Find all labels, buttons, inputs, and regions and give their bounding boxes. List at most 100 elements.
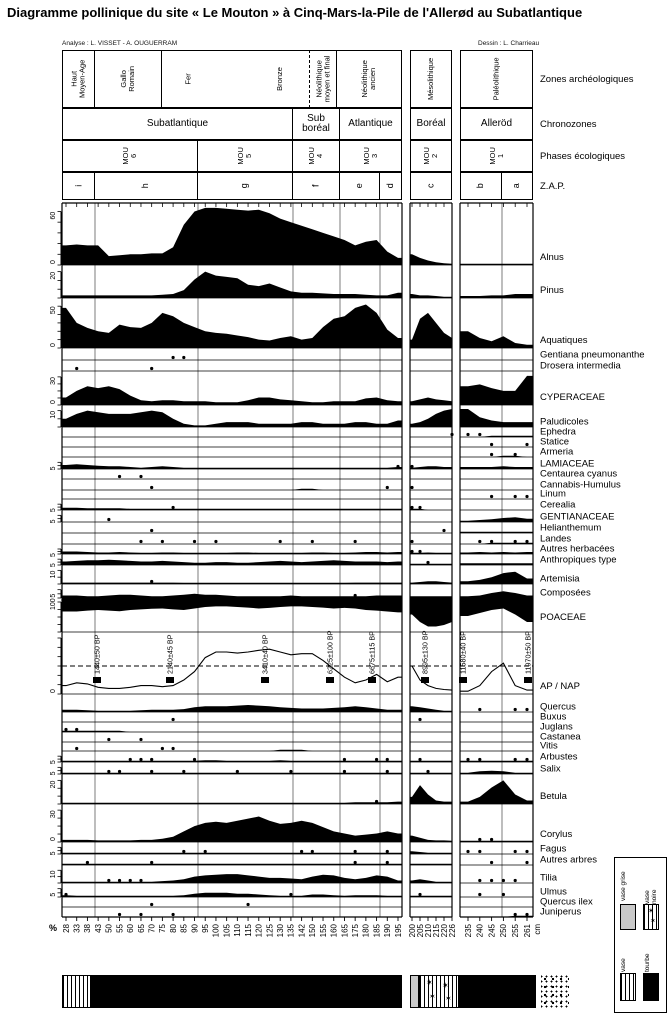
taxon-cerealia-scale-label: 5 (50, 508, 57, 512)
taxon-gentiana-pneumonanthe-label: Gentiana pneumonanthe (540, 350, 645, 361)
depth-label: 33 (73, 923, 82, 932)
taxon-helianthemum-silhouette (460, 531, 533, 533)
taxon-buxus-label: Buxus (540, 712, 567, 723)
taxon-compos-es-presence-dot (353, 593, 357, 598)
taxon-pinus-silhouette (62, 271, 402, 298)
taxon-armeria-silhouette (460, 455, 533, 457)
taxon-fagus-scale-label: 5 (50, 851, 57, 855)
depth-label: 120 (255, 923, 264, 937)
taxon-betula-scale-label: 20 (50, 780, 57, 788)
taxon-cannabis-humulus-silhouette (62, 488, 402, 490)
depth-label: 261 (523, 923, 532, 937)
legend-label-vase: vase (620, 958, 627, 972)
depth-label: 190 (383, 923, 392, 937)
header-cell-bor-al: Boréal (410, 108, 452, 140)
date-marker (368, 677, 376, 683)
taxon-autres-arbres-silhouette (62, 863, 402, 865)
taxon-ap-nap-curve (460, 662, 533, 692)
taxon-quercus-silhouette (62, 705, 402, 712)
zero-label: 0 (50, 260, 57, 264)
taxon-quercus-presence-dot (513, 707, 517, 712)
zero-label: 0 (50, 343, 57, 347)
taxon-salix-presence-dot (182, 769, 186, 774)
taxon-compos-es-silhouette (410, 596, 452, 598)
legend-swatch-black (643, 973, 659, 1001)
depth-label: 110 (233, 923, 242, 936)
taxon-fagus-presence-dot (525, 849, 529, 854)
taxon-fagus-presence-dot (466, 849, 470, 854)
taxon-lamiaceae-presence-dot (410, 464, 414, 469)
taxon-fagus-presence-dot (203, 849, 207, 854)
percent-axis-label: % (49, 923, 57, 933)
depth-label: 180 (362, 923, 371, 937)
taxon-linum-label: Linum (540, 489, 566, 500)
taxon-vitis-presence-dot (160, 746, 164, 751)
taxon-cerealia-silhouette (410, 508, 452, 510)
taxon-centaurea-cyanus-presence-dot (139, 474, 143, 479)
taxon-salix-presence-dot (426, 769, 430, 774)
taxon-tilia-presence-dot (139, 878, 143, 883)
taxon-landes-presence-dot (353, 539, 357, 544)
taxon-anthropiques-type-label: Anthropiques type (540, 555, 617, 566)
taxon-corylus-silhouette (62, 816, 402, 842)
taxon-ulmus-label: Ulmus (540, 887, 567, 898)
taxon-quercus-label: Quercus (540, 702, 576, 713)
taxon-salix-label: Salix (540, 764, 561, 775)
zero-label: 0 (50, 689, 57, 693)
taxon-tilia-presence-dot (107, 878, 111, 883)
taxon-statice-label: Statice (540, 437, 569, 448)
taxon-landes-presence-dot (310, 539, 314, 544)
depth-label: 160 (330, 923, 339, 937)
taxon-artemisia-label: Artemisia (540, 574, 580, 585)
header-cell-pal-olithique: Paléolithique (460, 50, 533, 108)
taxon-fagus-silhouette (62, 852, 402, 854)
taxon-ulmus-presence-dot (501, 892, 505, 897)
vase-noire-symbol: ✶ (442, 981, 449, 990)
taxon-fagus-label: Fagus (540, 844, 567, 855)
taxon-corylus-silhouette (410, 835, 452, 842)
header-cell-label: Atlantique (348, 118, 393, 129)
taxon-juglans-label: Juglans (540, 722, 573, 733)
depth-label: 95 (201, 923, 210, 932)
taxon-fagus-presence-dot (513, 849, 517, 854)
taxon-arbustes-presence-dot (478, 757, 482, 762)
taxon-autres-arbres-presence-dot (525, 860, 529, 865)
taxon-arbustes-presence-dot (150, 757, 154, 762)
depth-label: 135 (287, 923, 296, 937)
taxon-landes-presence-dot (478, 539, 482, 544)
depth-label: 75 (158, 923, 167, 932)
taxon-centaurea-cyanus-label: Centaurea cyanus (540, 469, 617, 480)
taxon-pinus-scale-label: 20 (50, 272, 57, 280)
taxon-fagus-presence-dot (478, 849, 482, 854)
taxon-salix-presence-dot (289, 769, 293, 774)
taxon-landes-presence-dot (525, 539, 529, 544)
taxon-statice-presence-dot (525, 442, 529, 447)
taxon-artemisia-presence-dot (150, 579, 154, 584)
header-cell-label: Boréal (416, 118, 446, 129)
taxon-juniperus-presence-dot (513, 912, 517, 917)
taxon-paludicoles-silhouette (460, 409, 533, 427)
taxon-helianthemum-presence-dot (150, 528, 154, 533)
taxon-quercus-silhouette (410, 706, 452, 712)
taxon-arbustes-presence-dot (418, 757, 422, 762)
taxon-poaceae-scale-label: 100 (50, 598, 57, 610)
taxon-vitis-presence-dot (171, 746, 175, 751)
taxon-lamiaceae-scale-label: 5 (50, 466, 57, 470)
taxon-anthropiques-type-scale-label: 5 (50, 563, 57, 567)
depth-label: 85 (180, 923, 189, 932)
depth-label: 60 (126, 923, 135, 932)
legend-swatch-gray (620, 904, 636, 930)
lithology-legend: vase grise vase noire ✶ ✶ vase tourbe (614, 857, 667, 1013)
depth-label: 150 (308, 923, 317, 937)
taxon-cerealia-presence-dot (171, 505, 175, 510)
header-cell-n-olithique-moyen-et-final: Néolithique moyen et final (310, 50, 337, 108)
taxon-tilia-presence-dot (501, 878, 505, 883)
taxon-ulmus-presence-dot (64, 892, 68, 897)
taxon-poaceae-silhouette (62, 598, 402, 613)
taxon-cyperaceae-silhouette (410, 397, 452, 405)
taxon-vitis-label: Vitis (540, 741, 558, 752)
lithology-segment-gray (410, 975, 419, 1008)
taxon-ulmus-presence-dot (418, 892, 422, 897)
depth-label: 220 (440, 923, 449, 937)
